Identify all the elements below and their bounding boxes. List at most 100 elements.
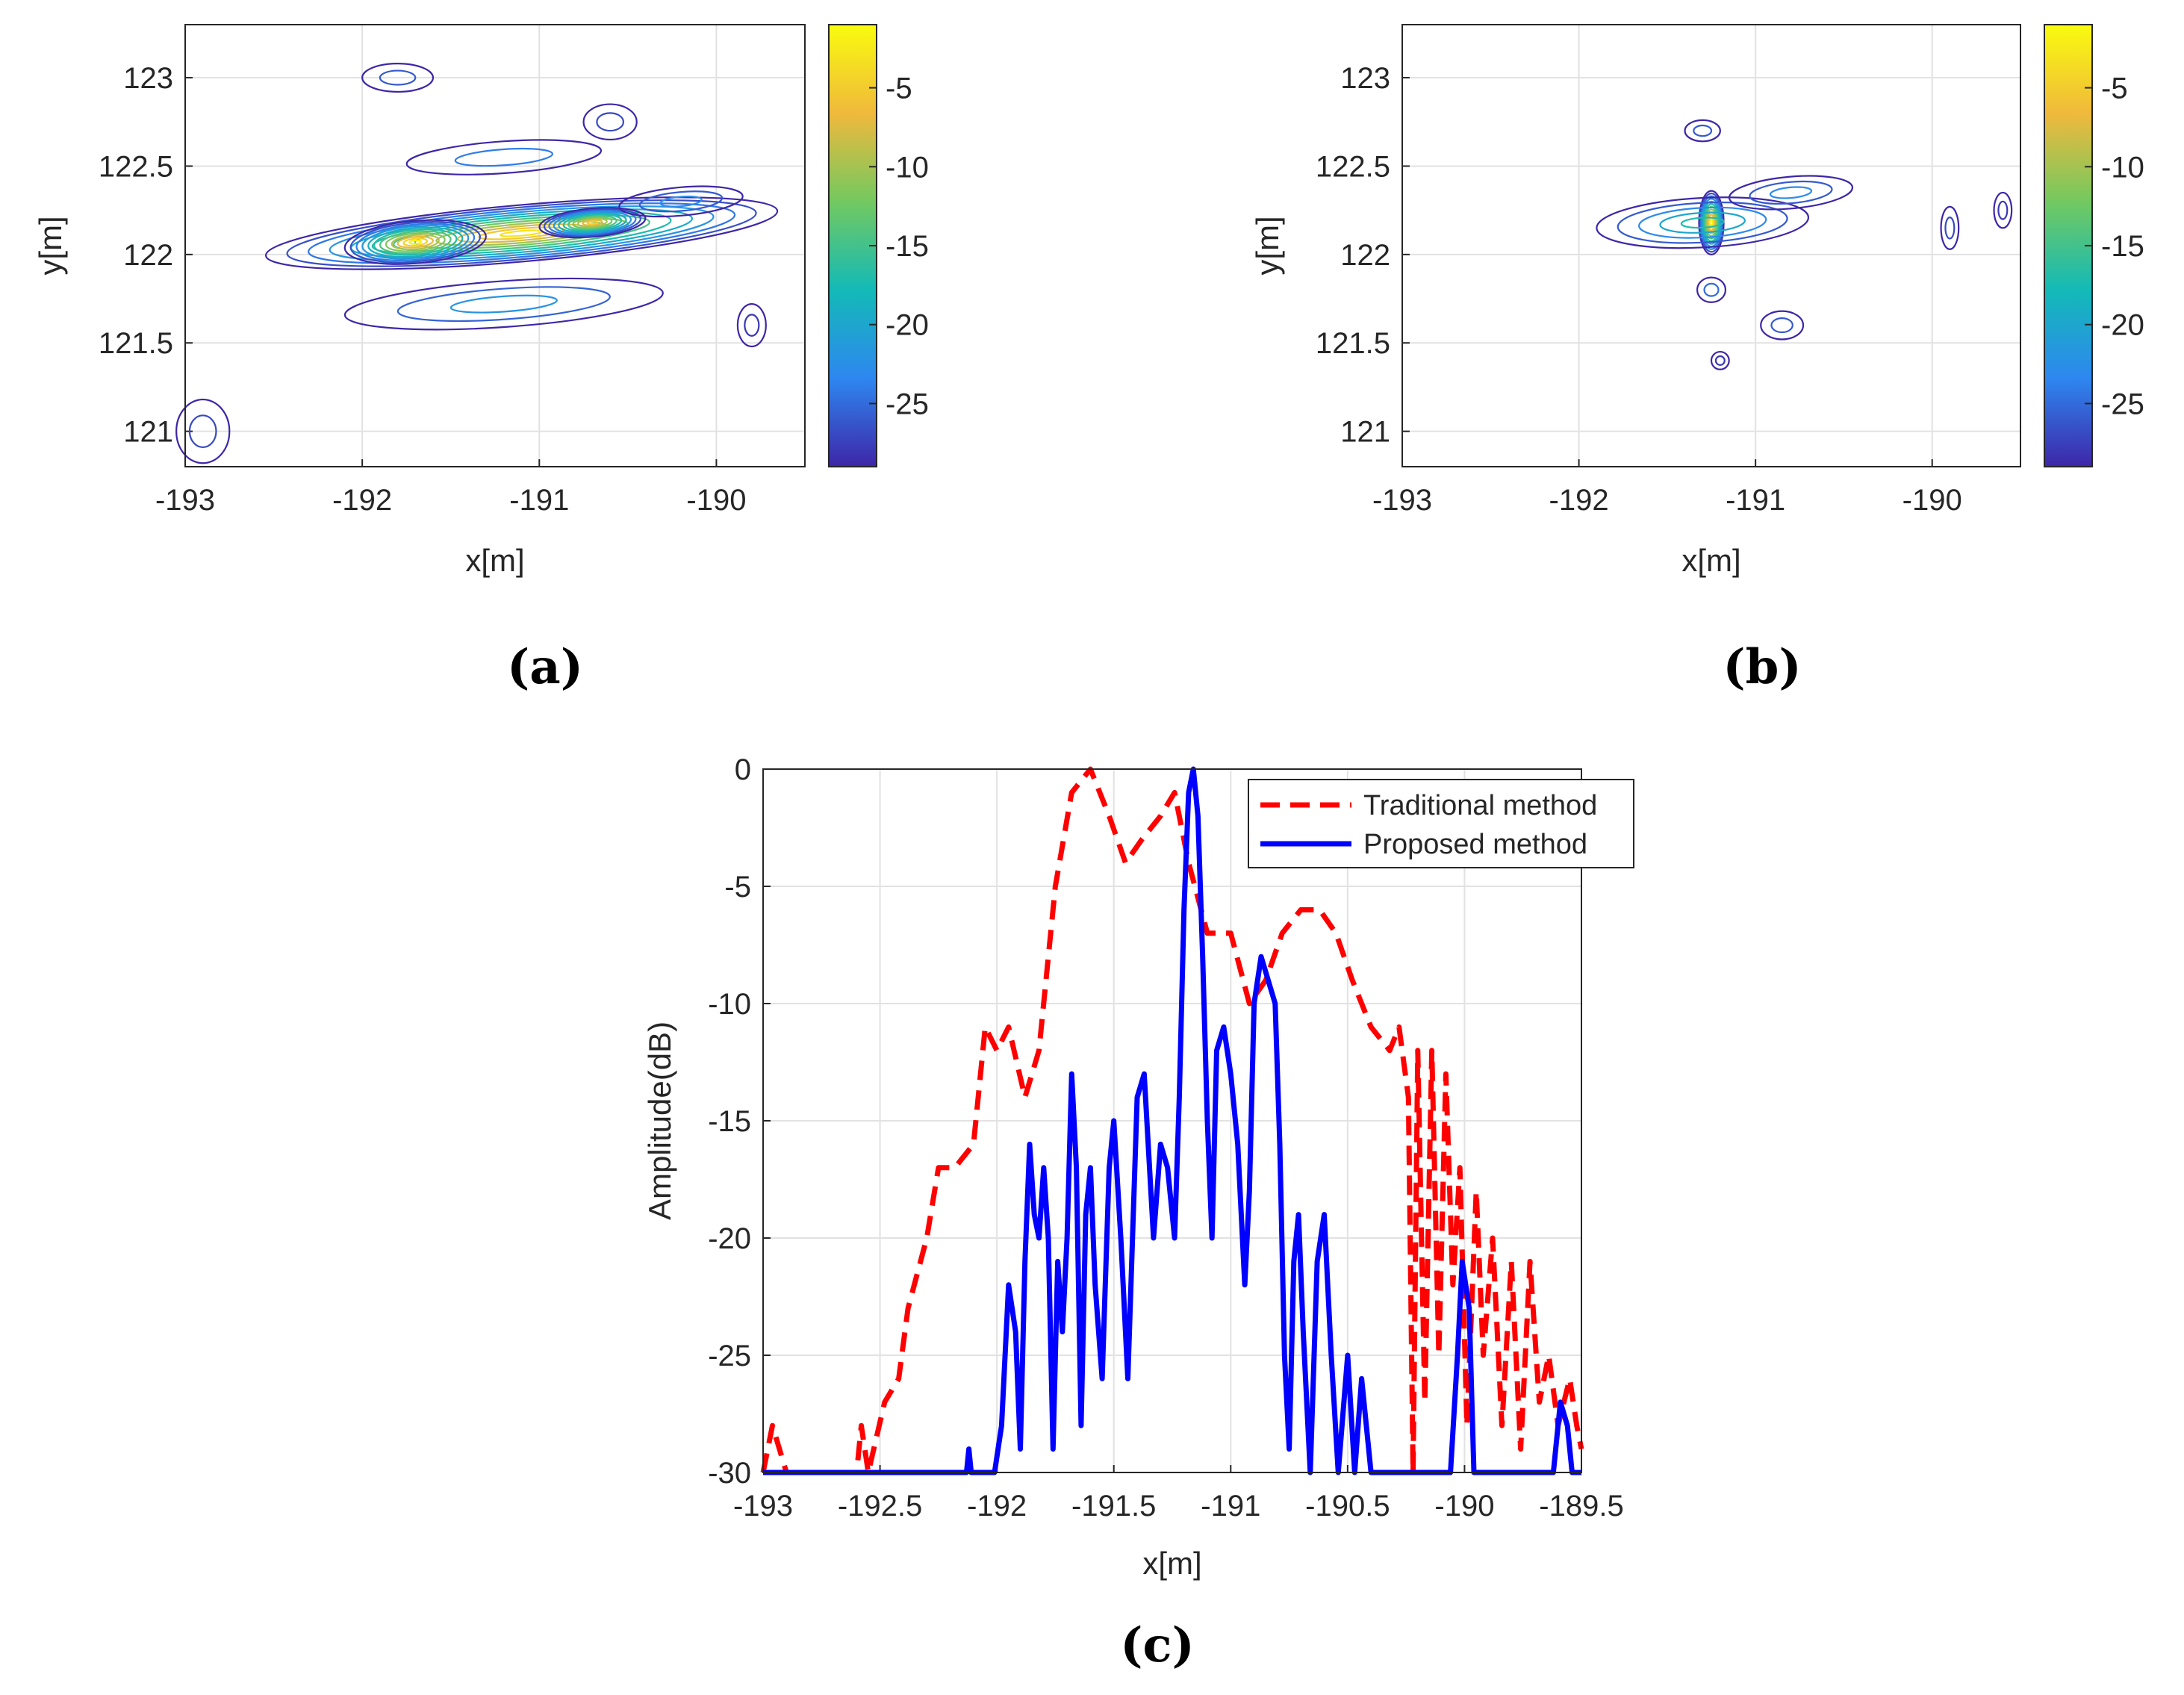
contour-level xyxy=(1703,282,1720,297)
contour-level xyxy=(308,202,736,264)
contour-level xyxy=(349,221,482,264)
contour-level xyxy=(1680,217,1725,229)
y-tick-label: -30 xyxy=(708,1457,751,1490)
contour-level xyxy=(618,185,744,218)
y-tick-label: 123 xyxy=(123,62,173,95)
contour-level xyxy=(373,228,458,256)
contour-level xyxy=(1693,124,1713,137)
contour-level xyxy=(1728,175,1854,211)
y-tick-label: 121.5 xyxy=(99,327,173,360)
contour-level xyxy=(1770,317,1793,334)
contour-level xyxy=(385,231,446,252)
contour-level xyxy=(379,230,452,255)
x-tick-label: -190 xyxy=(686,484,746,517)
caption-b: (b) xyxy=(1723,639,1801,695)
contour-level xyxy=(1659,211,1746,234)
legend: Traditional method Proposed method xyxy=(1248,779,1634,868)
y-tick-label: 121 xyxy=(1340,416,1390,449)
colorbar-tick-label: -20 xyxy=(2101,309,2144,342)
contour-level xyxy=(538,207,647,239)
contour-level xyxy=(286,199,757,267)
contour-level xyxy=(736,303,767,348)
contour-level xyxy=(1997,200,2009,220)
y-tick-label: 121.5 xyxy=(1316,327,1390,360)
contour-level xyxy=(405,139,603,175)
x-tick-labels: -193 -192 -191 -190 xyxy=(1372,484,1962,517)
contour-level xyxy=(659,195,703,208)
contour-level xyxy=(361,225,470,260)
contour-level xyxy=(367,226,464,258)
contour-level xyxy=(1749,180,1833,205)
y-tick-label: -15 xyxy=(708,1105,751,1138)
y-tick-label: 122.5 xyxy=(99,150,173,183)
colorbar-tick-labels: -5 -10 -15 -20 -25 xyxy=(869,72,929,420)
contour-panel-a: -193 -192 -191 -190 121 121.5 122 122.5 123 x[m… xyxy=(33,24,929,695)
contour-level xyxy=(558,212,627,233)
contour-level xyxy=(393,214,650,252)
contour-level xyxy=(355,223,476,261)
legend-label-traditional: Traditional method xyxy=(1363,790,1597,821)
x-axis-label: x[m] xyxy=(1142,1546,1201,1581)
contour-level xyxy=(744,314,760,337)
y-axis-label: Amplitude(dB) xyxy=(642,1021,677,1220)
axes-box xyxy=(1401,24,2021,467)
x-tick-label: -192 xyxy=(332,484,392,517)
contour-level xyxy=(1710,350,1730,370)
y-tick-label: 0 xyxy=(735,753,751,786)
y-tick-label: 122 xyxy=(1340,239,1390,272)
colorbar-tick-labels: -5 -10 -15 -20 -25 xyxy=(2085,72,2144,420)
y-tick-label: -25 xyxy=(708,1340,751,1372)
contour-level xyxy=(1696,276,1727,303)
y-axis-label: y[m] xyxy=(33,216,68,275)
contour-level xyxy=(582,219,603,226)
x-tick-labels: -193 -192.5 -192 -191.5 -191 -190.5 -190 -189.5 xyxy=(733,1490,1624,1523)
contour-level xyxy=(343,277,664,331)
x-tick-label: -190 xyxy=(1434,1490,1494,1523)
x-tick-label: -193 xyxy=(155,484,215,517)
y-tick-label: 123 xyxy=(1340,62,1390,95)
x-axis-label: x[m] xyxy=(465,543,524,578)
contour-lines xyxy=(1596,119,2013,370)
x-tick-label: -192.5 xyxy=(838,1490,922,1523)
x-tick-label: -190 xyxy=(1903,484,1962,517)
contour-level xyxy=(329,205,715,261)
colorbar-tick-label: -15 xyxy=(2101,230,2144,263)
contour-level xyxy=(1617,201,1788,244)
line-panel-c: -193 -192.5 -192 -191.5 -191 -190.5 -190 -189.5… xyxy=(642,753,1634,1673)
y-tick-labels: 121 121.5 122 122.5 123 xyxy=(99,62,173,449)
contour-level xyxy=(582,103,638,141)
y-tick-label: -5 xyxy=(724,871,751,904)
y-tick-labels: 121 121.5 122 122.5 123 xyxy=(1316,62,1390,449)
contour-panel-b: -193 -192 -191 -190 121 121.5 122 122.5 123 x[m… xyxy=(1250,24,2144,695)
contour-level xyxy=(572,216,613,229)
contour-level xyxy=(175,398,231,464)
contour-level xyxy=(1705,208,1718,237)
caption-a: (a) xyxy=(507,639,583,695)
x-tick-label: -191.5 xyxy=(1071,1490,1156,1523)
x-tick-label: -193 xyxy=(733,1490,793,1523)
colorbar-tick-label: -15 xyxy=(886,230,929,263)
y-tick-label: 122.5 xyxy=(1316,150,1390,183)
contour-level xyxy=(264,196,779,270)
contour-level xyxy=(408,239,423,245)
contour-level xyxy=(1714,355,1726,366)
axes-box xyxy=(184,24,806,467)
contour-level xyxy=(596,112,625,132)
y-tick-labels: 0 -5 -10 -15 -20 -25 -30 xyxy=(708,753,751,1490)
contour-level xyxy=(1702,200,1721,245)
y-tick-label: -10 xyxy=(708,988,751,1021)
plot-area xyxy=(1402,25,2020,467)
x-tick-label: -190.5 xyxy=(1305,1490,1390,1523)
colorbar-tick-label: -5 xyxy=(2101,72,2128,105)
contour-level xyxy=(548,209,637,236)
contour-level xyxy=(1708,219,1714,226)
contour-level xyxy=(1638,206,1767,239)
contour-level xyxy=(1940,205,1960,250)
contour-level xyxy=(454,147,554,167)
colorbar-tick-label: -25 xyxy=(2101,388,2144,420)
contour-level xyxy=(553,211,632,234)
legend-label-proposed: Proposed method xyxy=(1363,829,1587,860)
contour-level xyxy=(567,215,617,231)
caption-c: (c) xyxy=(1120,1617,1195,1673)
contour-lines xyxy=(175,62,779,464)
